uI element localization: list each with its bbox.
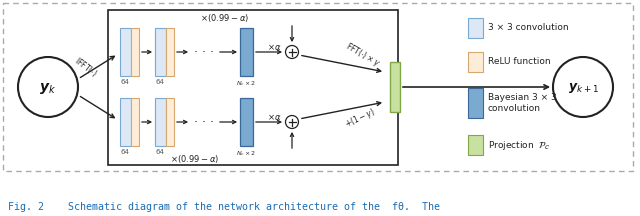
Bar [120, 98, 131, 146]
Bar [240, 28, 253, 76]
Circle shape [553, 57, 613, 117]
Text: $\boldsymbol{y}_k$: $\boldsymbol{y}_k$ [40, 81, 56, 95]
Bar [468, 18, 483, 38]
Bar [468, 88, 483, 118]
Text: 64: 64 [120, 79, 129, 85]
Text: 64: 64 [156, 149, 164, 155]
Text: $\times\alpha$: $\times\alpha$ [267, 42, 281, 52]
Text: $\mathrm{FFT}(\cdot)\times\gamma$: $\mathrm{FFT}(\cdot)\times\gamma$ [343, 40, 383, 70]
Text: 64: 64 [120, 149, 129, 155]
Bar [108, 10, 398, 165]
Bar [468, 135, 483, 155]
Text: $\mathrm{IFFT}(\cdot)$: $\mathrm{IFFT}(\cdot)$ [72, 55, 100, 79]
Text: $\times\alpha$: $\times\alpha$ [267, 112, 281, 122]
Text: $N_c\times 2$: $N_c\times 2$ [236, 149, 256, 158]
Bar [3, 3, 633, 171]
Text: 64: 64 [156, 79, 164, 85]
Text: Projection  $\mathcal{P}_\mathcal{C}$: Projection $\mathcal{P}_\mathcal{C}$ [488, 138, 550, 151]
Text: $\times(0.99-\alpha)$: $\times(0.99-\alpha)$ [200, 12, 250, 24]
Circle shape [285, 116, 298, 129]
Bar [155, 28, 166, 76]
Text: · · ·: · · · [194, 46, 214, 59]
Bar [155, 98, 166, 146]
Bar [166, 28, 174, 76]
Bar [240, 98, 253, 146]
Text: · · ·: · · · [194, 116, 214, 130]
Circle shape [285, 46, 298, 59]
Bar [390, 62, 400, 112]
Text: $N_c\times 2$: $N_c\times 2$ [236, 79, 256, 88]
Text: $\times(0.99-\alpha)$: $\times(0.99-\alpha)$ [170, 153, 220, 165]
Text: $+(1-\gamma)$: $+(1-\gamma)$ [343, 105, 378, 131]
Bar [131, 28, 139, 76]
Text: Bayesian 3 × 3
convolution: Bayesian 3 × 3 convolution [488, 93, 557, 113]
Bar [166, 98, 174, 146]
Text: ReLU function: ReLU function [488, 57, 550, 67]
Bar [120, 28, 131, 76]
Bar [131, 98, 139, 146]
Text: 3 × 3 convolution: 3 × 3 convolution [488, 24, 568, 32]
Text: $\boldsymbol{y}_{k+1}$: $\boldsymbol{y}_{k+1}$ [568, 81, 598, 95]
Text: Fig. 2    Schematic diagram of the network architecture of the  fθ.  The: Fig. 2 Schematic diagram of the network … [8, 202, 440, 212]
Circle shape [18, 57, 78, 117]
Bar [468, 52, 483, 72]
